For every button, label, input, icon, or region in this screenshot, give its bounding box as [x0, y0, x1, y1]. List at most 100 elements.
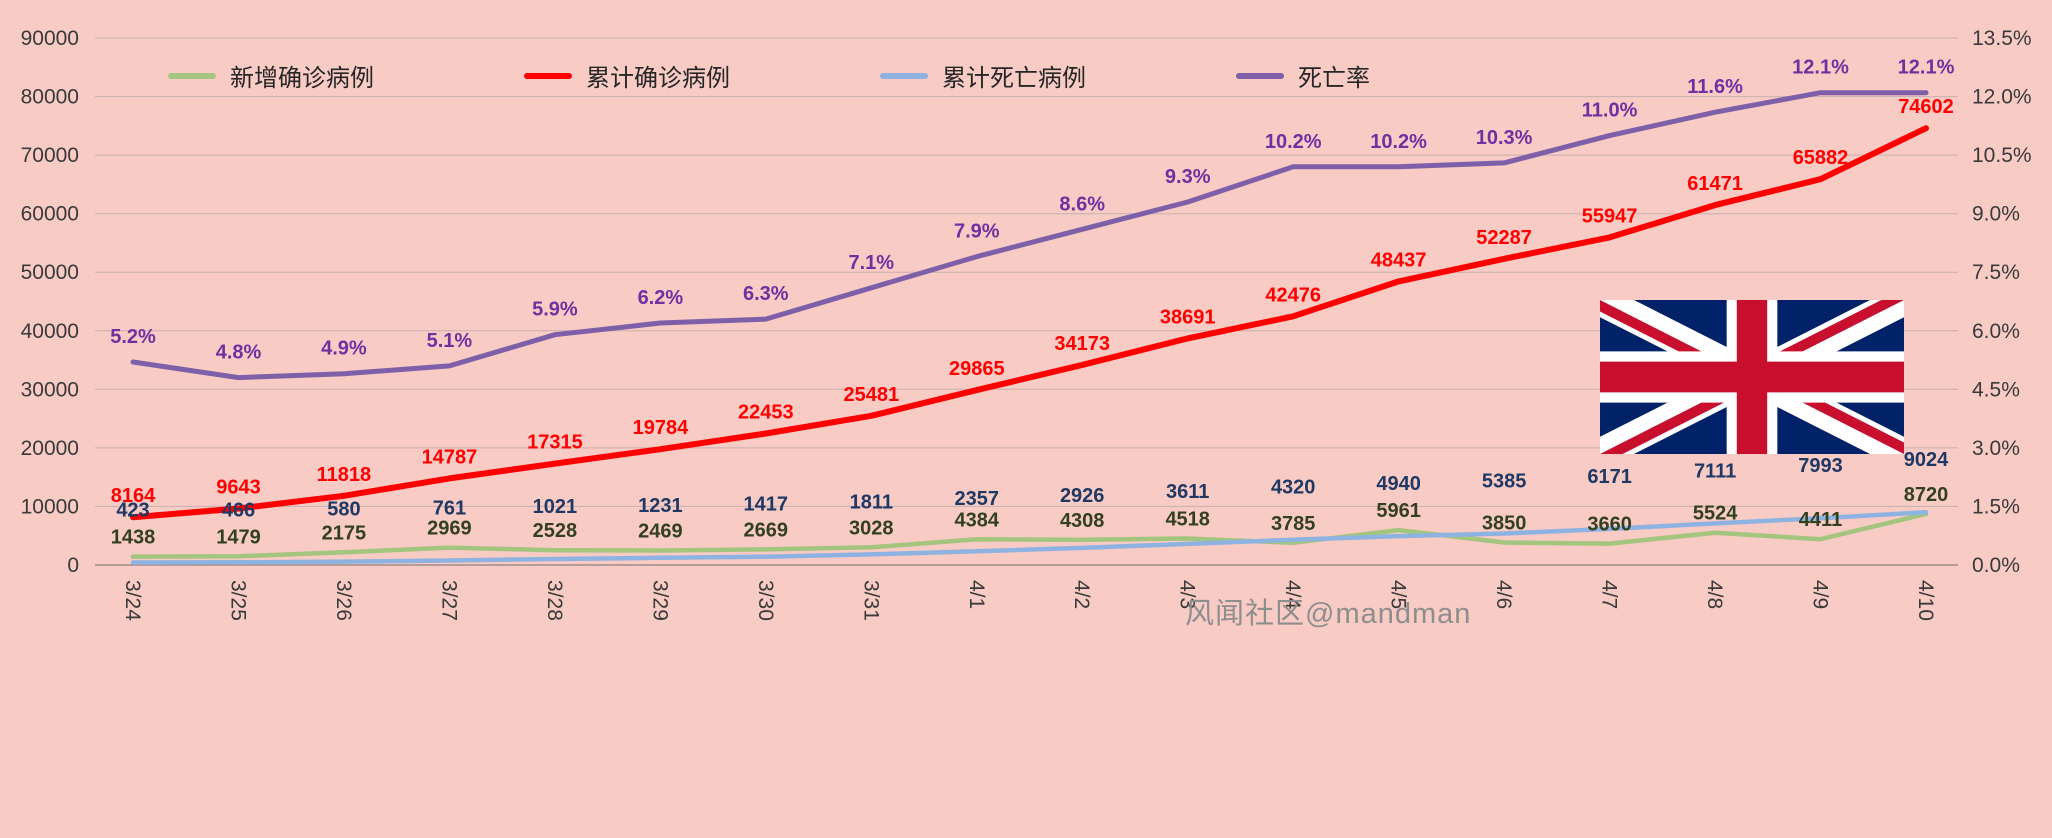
left-axis-tick-label: 20000 [21, 437, 79, 460]
data-label: 5961 [1376, 500, 1421, 522]
data-label: 34173 [1054, 333, 1110, 355]
left-axis-tick-label: 10000 [21, 495, 79, 518]
data-label: 423 [116, 500, 149, 522]
x-axis-label: 4/6 [1492, 580, 1515, 609]
watermark: 风闻社区@mandman [1185, 598, 1472, 630]
data-label: 3850 [1482, 513, 1527, 535]
data-label: 52287 [1476, 227, 1532, 249]
legend-item-cumulative-deaths: 累计死亡病例 [880, 58, 1086, 93]
death-rate-line-swatch [1236, 72, 1284, 79]
flag-st-george-cross [1600, 300, 1904, 454]
legend-item-death-rate: 死亡率 [1236, 58, 1370, 93]
data-label: 3028 [849, 517, 894, 539]
data-label: 4411 [1799, 509, 1842, 531]
data-label: 2669 [744, 519, 789, 541]
data-label: 1811 [850, 491, 893, 513]
data-label: 7.9% [954, 221, 1000, 243]
data-label: 3660 [1587, 514, 1632, 536]
x-axis-label: 4/8 [1703, 580, 1726, 609]
x-axis-label: 3/30 [754, 580, 777, 621]
right-axis-tick-label: 7.5% [1972, 261, 2020, 284]
data-label: 61471 [1687, 173, 1743, 195]
data-label: 12.1% [1792, 57, 1849, 79]
data-label: 5385 [1482, 471, 1527, 493]
data-label: 42476 [1265, 284, 1321, 306]
right-axis-tick-label: 6.0% [1972, 320, 2020, 343]
right-axis-tick-label: 1.5% [1972, 495, 2020, 518]
data-label: 29865 [949, 358, 1005, 380]
legend-label-cumulative-cases: 累计确诊病例 [586, 65, 730, 92]
data-label: 2469 [638, 521, 683, 543]
data-label: 14787 [422, 446, 478, 468]
data-label: 10.2% [1370, 131, 1427, 153]
right-axis-tick-label: 9.0% [1972, 203, 2020, 226]
new-cases-line-swatch [168, 72, 216, 79]
data-label: 9643 [216, 477, 261, 499]
data-label: 1231 [638, 495, 683, 517]
data-label: 4320 [1271, 477, 1316, 499]
data-label: 4940 [1376, 473, 1421, 495]
data-label: 5.9% [532, 299, 578, 321]
data-label: 4384 [955, 509, 1000, 531]
x-axis-label: 3/31 [859, 580, 882, 621]
data-label: 3611 [1166, 481, 1209, 503]
x-axis-label: 4/7 [1598, 580, 1621, 609]
x-axis-label: 4/5 [1387, 580, 1410, 609]
x-axis-label: 3/27 [437, 580, 460, 621]
data-label: 9024 [1904, 449, 1949, 471]
right-axis-tick-label: 10.5% [1972, 144, 2032, 167]
data-label: 17315 [527, 432, 583, 454]
data-label: 2926 [1060, 485, 1105, 507]
data-label: 580 [327, 499, 360, 521]
data-label: 65882 [1793, 147, 1849, 169]
cumulative-cases-line [130, 125, 1929, 521]
data-label: 38691 [1160, 306, 1216, 328]
x-axis-label: 4/4 [1281, 580, 1304, 610]
data-label: 1021 [533, 496, 578, 518]
data-label: 11818 [317, 464, 372, 486]
right-axis-tick-label: 4.5% [1972, 378, 2020, 401]
left-axis-tick-label: 40000 [21, 320, 79, 343]
legend-label-death-rate: 死亡率 [1298, 65, 1370, 92]
data-label: 11.6% [1687, 76, 1743, 98]
uk-flag [1600, 300, 1904, 454]
left-axis-tick-label: 30000 [21, 378, 79, 401]
x-axis-label: 4/10 [1914, 580, 1937, 621]
data-label: 2969 [427, 518, 472, 540]
data-label: 6.2% [638, 287, 684, 309]
data-label: 3785 [1271, 513, 1316, 535]
data-label: 1417 [744, 494, 789, 516]
x-axis-label: 4/1 [965, 580, 988, 609]
x-axis-label: 3/26 [332, 580, 355, 621]
legend-item-new-cases: 新增确诊病例 [168, 58, 374, 93]
data-label: 4518 [1165, 509, 1210, 531]
data-label: 8720 [1904, 484, 1949, 506]
data-label: 761 [433, 498, 466, 520]
left-axis-tick-label: 60000 [21, 203, 79, 226]
data-label: 6171 [1587, 466, 1632, 488]
legend-label-cumulative-deaths: 累计死亡病例 [942, 65, 1086, 92]
cumulative-deaths-line-swatch [880, 72, 928, 79]
x-axis-label: 4/9 [1809, 580, 1832, 609]
data-label: 6.3% [743, 283, 789, 305]
left-axis-tick-label: 80000 [21, 86, 79, 109]
data-label: 5.1% [427, 330, 473, 352]
cumulative-cases-line-swatch [524, 72, 572, 79]
data-label: 466 [222, 499, 255, 521]
data-label: 7993 [1798, 455, 1843, 477]
data-label: 4.9% [321, 338, 367, 360]
data-label: 10.3% [1476, 127, 1533, 149]
data-label: 55947 [1582, 205, 1638, 227]
data-label: 7111 [1694, 460, 1736, 482]
data-label: 5524 [1693, 503, 1738, 525]
x-axis-label: 4/2 [1070, 580, 1093, 609]
data-label: 2528 [533, 520, 578, 542]
data-label: 1479 [216, 526, 261, 548]
uk-flag-icon [1600, 300, 1904, 454]
x-axis-label: 3/24 [121, 580, 144, 621]
data-label: 4308 [1060, 510, 1105, 532]
x-axis-label: 3/28 [543, 580, 566, 621]
data-label: 19784 [633, 417, 689, 439]
